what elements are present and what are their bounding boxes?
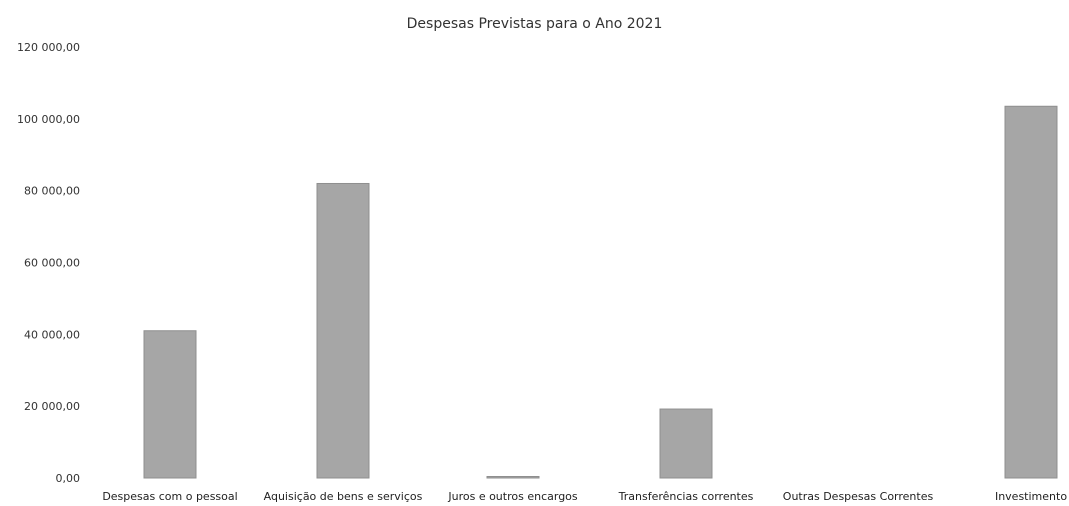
y-tick-label: 60 000,00 <box>24 257 80 270</box>
y-tick-label: 0,00 <box>56 472 81 485</box>
x-category-label: Investimento <box>995 490 1067 503</box>
x-category-label: Aquisição de bens e serviços <box>264 490 423 503</box>
x-category-label: Transferências correntes <box>618 490 754 503</box>
bar <box>144 331 196 478</box>
bar <box>660 409 712 478</box>
bar <box>317 183 369 478</box>
y-tick-label: 100 000,00 <box>17 113 80 126</box>
y-tick-label: 120 000,00 <box>17 41 80 54</box>
x-category-label: Despesas com o pessoal <box>102 490 237 503</box>
bar <box>1005 106 1057 478</box>
y-tick-label: 80 000,00 <box>24 185 80 198</box>
x-category-label: Juros e outros encargos <box>447 490 578 503</box>
x-category-label: Outras Despesas Correntes <box>783 490 934 503</box>
y-tick-label: 40 000,00 <box>24 328 80 341</box>
y-tick-label: 20 000,00 <box>24 400 80 413</box>
bar <box>487 477 539 479</box>
